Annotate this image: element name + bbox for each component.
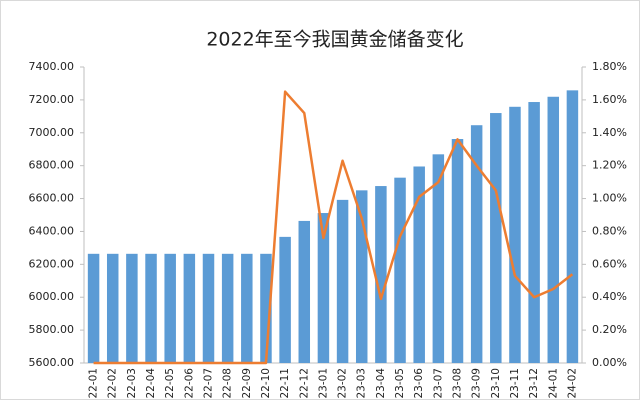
x-tick-label: 22-02 — [107, 368, 119, 399]
y-tick-label: 7000.00 — [29, 126, 75, 139]
x-tick-label: 22-05 — [164, 368, 176, 399]
y2-tick-label: 0.60% — [592, 257, 627, 270]
y2-tick-label: 1.00% — [592, 192, 627, 205]
x-tick-label: 23-06 — [413, 368, 425, 399]
bar — [528, 102, 540, 363]
line — [93, 90, 574, 365]
bar — [87, 253, 100, 363]
x-tick-label: 22-03 — [126, 368, 138, 399]
x-tick-label: 22-07 — [203, 368, 215, 399]
bar — [279, 236, 291, 363]
bar — [298, 220, 311, 363]
y2-tick-label: 0.80% — [592, 224, 627, 237]
x-tick-label: 23-01 — [317, 368, 329, 399]
y-tick-label: 6800.00 — [29, 159, 75, 172]
y2-tick-label: 1.60% — [592, 93, 627, 106]
bar — [394, 177, 406, 363]
bar — [451, 139, 464, 363]
y2-tick-label: 1.40% — [592, 126, 627, 139]
y-tick-label: 7200.00 — [29, 93, 75, 106]
y-tick-label: 5800.00 — [29, 323, 75, 336]
x-tick-label: 22-10 — [260, 368, 272, 399]
x-tick-label: 23-03 — [356, 368, 368, 399]
bar — [470, 125, 483, 363]
bar — [432, 154, 445, 363]
bar — [336, 199, 349, 363]
bar — [221, 253, 234, 363]
bar — [413, 166, 425, 363]
bar — [355, 190, 368, 363]
x-tick-label: 23-05 — [394, 368, 406, 399]
bar — [547, 96, 560, 364]
y-tick-label: 6200.00 — [29, 257, 75, 270]
bar — [202, 253, 215, 363]
bar — [260, 253, 272, 363]
y-tick-label: 5600.00 — [29, 356, 75, 369]
x-tick-label: 23-09 — [471, 368, 483, 399]
bar — [375, 186, 387, 363]
bar — [490, 113, 502, 364]
bar — [241, 253, 253, 363]
x-tick-label: 22-08 — [222, 368, 234, 399]
bar — [509, 106, 521, 363]
x-tick-label: 22-11 — [279, 368, 291, 399]
y-tick-label: 6600.00 — [29, 192, 75, 205]
x-tick-label: 23-08 — [452, 368, 464, 399]
x-tick-label: 23-10 — [490, 368, 502, 399]
chart-title: 2022年至今我国黄金储备变化 — [206, 29, 463, 51]
y-tick-label: 7400.00 — [29, 60, 75, 73]
y2-tick-label: 0.40% — [592, 290, 627, 303]
x-tick-label: 23-04 — [375, 368, 387, 399]
y2-tick-label: 0.00% — [592, 356, 627, 369]
x-tick-label: 24-02 — [566, 368, 578, 399]
bar — [183, 253, 196, 363]
x-tick-label: 23-02 — [337, 368, 349, 399]
x-tick-label: 22-04 — [145, 368, 157, 399]
x-tick-label: 22-12 — [298, 368, 310, 399]
x-tick-label: 22-09 — [241, 368, 253, 399]
bar — [164, 253, 176, 363]
y-tick-label: 6000.00 — [29, 290, 75, 303]
bar — [566, 90, 579, 364]
y-tick-label: 6400.00 — [29, 224, 75, 237]
x-tick-label: 22-01 — [88, 368, 100, 399]
x-tick-label: 23-12 — [528, 368, 540, 399]
x-tick-label: 23-07 — [432, 368, 444, 399]
bar — [106, 253, 119, 363]
bar — [145, 253, 157, 363]
bar — [317, 213, 330, 363]
x-tick-label: 24-01 — [547, 368, 559, 399]
y2-tick-label: 1.20% — [592, 159, 627, 172]
x-tick-label: 22-06 — [183, 368, 195, 399]
y2-tick-label: 1.80% — [592, 60, 627, 73]
x-tick-label: 23-11 — [509, 368, 521, 399]
y2-tick-label: 0.20% — [592, 323, 627, 336]
bar — [126, 253, 138, 363]
